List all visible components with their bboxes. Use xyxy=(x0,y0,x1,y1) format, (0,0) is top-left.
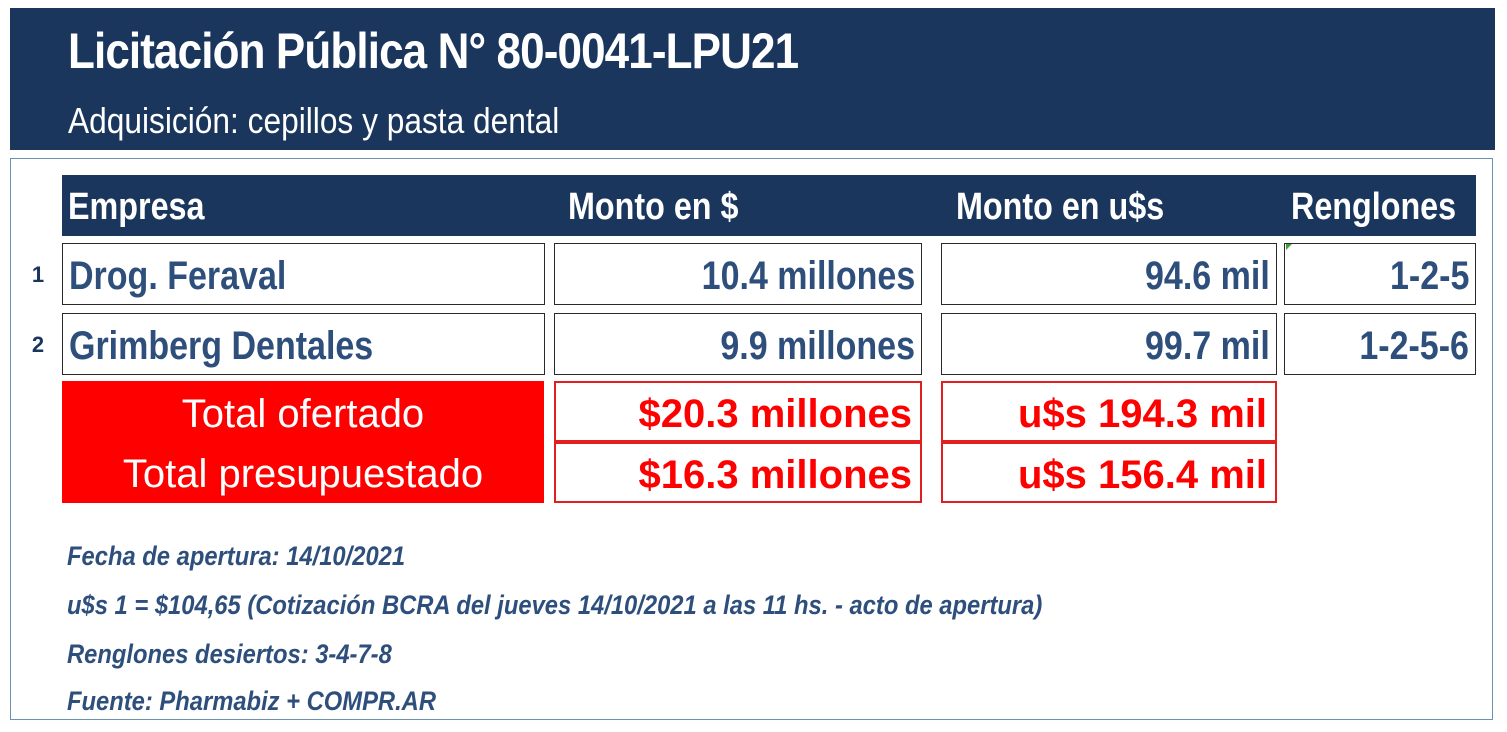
total-presupuestado-pesos: $16.3 millones xyxy=(638,453,912,497)
monto-usd-value: 99.7 mil xyxy=(1145,324,1270,368)
table-cell-renglones: 1-2-5-6 xyxy=(1284,313,1476,375)
empresa-name: Drog. Feraval xyxy=(69,254,287,298)
table-cell-empresa: Grimberg Dentales xyxy=(62,313,545,375)
total-ofertado-pesos: $20.3 millones xyxy=(638,392,912,436)
column-header-monto-pesos: Monto en $ xyxy=(568,186,739,228)
row-number: 1 xyxy=(31,262,45,287)
column-header-monto-usd: Monto en u$s xyxy=(956,186,1165,228)
table-cell-monto-usd: 94.6 mil xyxy=(941,243,1277,305)
renglones-value: 1-2-5-6 xyxy=(1359,324,1469,368)
note-renglones-desiertos: Renglones desiertos: 3-4-7-8 xyxy=(67,639,392,669)
note-cotizacion: u$s 1 = $104,65 (Cotización BCRA del jue… xyxy=(67,590,1043,620)
monto-pesos-value: 10.4 millones xyxy=(701,254,915,298)
total-presupuestado-usd: u$s 156.4 mil xyxy=(1017,453,1267,497)
empresa-name: Grimberg Dentales xyxy=(69,324,374,368)
header-banner: Licitación Pública N° 80-0041-LPU21 Adqu… xyxy=(10,8,1495,150)
table-header: Empresa Monto en $ Monto en u$s Renglone… xyxy=(62,175,1476,236)
note-fecha-apertura: Fecha de apertura: 14/10/2021 xyxy=(67,541,406,571)
table-cell-monto-pesos: 9.9 millones xyxy=(554,313,922,375)
page-title: Licitación Pública N° 80-0041-LPU21 xyxy=(68,23,799,79)
total-presupuestado-pesos-cell: $16.3 millones xyxy=(554,442,922,503)
total-ofertado-pesos-cell: $20.3 millones xyxy=(554,381,922,442)
total-ofertado-usd-cell: u$s 194.3 mil xyxy=(941,381,1277,442)
content-panel xyxy=(10,158,1493,720)
table-cell-renglones: 1-2-5 xyxy=(1284,243,1476,305)
page-subtitle: Adquisición: cepillos y pasta dental xyxy=(68,100,560,141)
column-header-renglones: Renglones xyxy=(1291,186,1457,228)
table-cell-monto-pesos: 10.4 millones xyxy=(554,243,922,305)
note-fuente: Fuente: Pharmabiz + COMPR.AR xyxy=(67,686,436,716)
column-header-empresa: Empresa xyxy=(68,186,205,228)
row-number: 2 xyxy=(31,332,45,357)
total-ofertado-label: Total ofertado xyxy=(181,392,425,436)
table-cell-empresa: Drog. Feraval xyxy=(62,243,545,305)
totals-label-box: Total ofertado Total presupuestado xyxy=(62,381,544,503)
total-presupuestado-usd-cell: u$s 156.4 mil xyxy=(941,442,1277,503)
table-cell-monto-usd: 99.7 mil xyxy=(941,313,1277,375)
cell-comment-marker xyxy=(1286,244,1292,250)
monto-usd-value: 94.6 mil xyxy=(1145,254,1270,298)
monto-pesos-value: 9.9 millones xyxy=(720,324,915,368)
renglones-value: 1-2-5 xyxy=(1389,254,1469,298)
total-presupuestado-label: Total presupuestado xyxy=(122,452,484,496)
total-ofertado-usd: u$s 194.3 mil xyxy=(1017,392,1267,436)
